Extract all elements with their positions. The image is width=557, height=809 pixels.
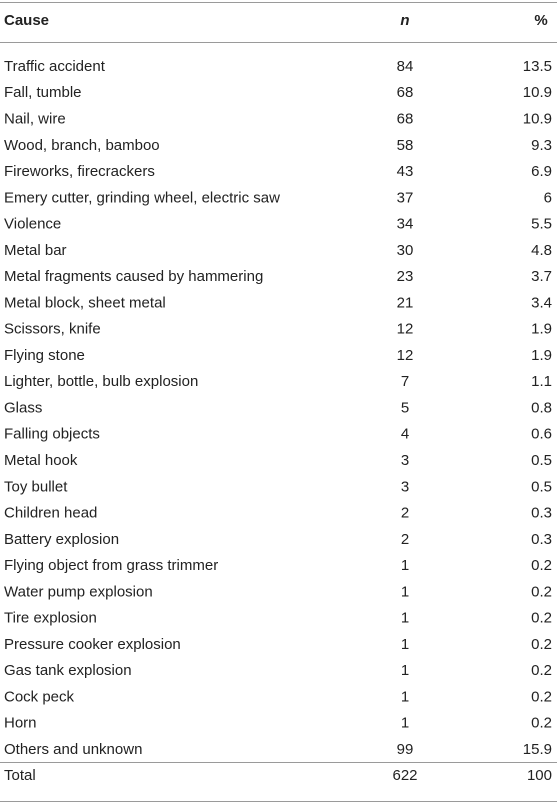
total-percent: 100: [527, 767, 552, 784]
cell-cause: Pressure cooker explosion: [4, 636, 181, 653]
cell-cause: Falling objects: [4, 426, 100, 443]
cell-percent: 1.9: [531, 347, 552, 364]
cell-percent: 0.2: [531, 715, 552, 732]
cell-percent: 0.2: [531, 557, 552, 574]
cell-count: 68: [397, 84, 414, 101]
cell-percent: 3.7: [531, 268, 552, 285]
header-count: n: [400, 12, 409, 29]
cell-cause: Metal hook: [4, 452, 78, 469]
cell-cause: Metal bar: [4, 242, 67, 259]
cell-cause: Horn: [4, 715, 37, 732]
cell-count: 1: [401, 715, 409, 732]
cell-cause: Others and unknown: [4, 741, 142, 758]
cell-cause: Nail, wire: [4, 111, 66, 128]
cell-percent: 13.5: [523, 58, 552, 75]
cell-percent: 6.9: [531, 163, 552, 180]
cell-count: 3: [401, 452, 409, 469]
cell-percent: 0.2: [531, 662, 552, 679]
cell-count: 1: [401, 557, 409, 574]
cell-count: 7: [401, 373, 409, 390]
cell-count: 12: [397, 321, 414, 338]
cell-cause: Tire explosion: [4, 610, 97, 627]
cell-percent: 0.2: [531, 583, 552, 600]
cell-cause: Lighter, bottle, bulb explosion: [4, 373, 198, 390]
cell-cause: Flying object from grass trimmer: [4, 557, 218, 574]
cell-percent: 3.4: [531, 294, 552, 311]
cell-count: 2: [401, 531, 409, 548]
cell-cause: Wood, branch, bamboo: [4, 137, 160, 154]
cell-count: 1: [401, 688, 409, 705]
cell-percent: 9.3: [531, 137, 552, 154]
cell-cause: Cock peck: [4, 688, 75, 705]
cell-percent: 0.3: [531, 505, 552, 522]
cell-percent: 1.9: [531, 321, 552, 338]
cell-count: 4: [401, 426, 409, 443]
cell-percent: 0.3: [531, 531, 552, 548]
cell-cause: Glass: [4, 399, 42, 416]
cell-count: 99: [397, 741, 414, 758]
cell-cause: Fireworks, firecrackers: [4, 163, 155, 180]
cell-cause: Children head: [4, 505, 97, 522]
cell-count: 21: [397, 294, 414, 311]
cell-percent: 0.2: [531, 636, 552, 653]
cell-percent: 10.9: [523, 84, 552, 101]
cell-count: 5: [401, 399, 409, 416]
cell-count: 2: [401, 505, 409, 522]
header-percent: %: [534, 12, 547, 29]
cell-percent: 0.6: [531, 426, 552, 443]
cell-cause: Scissors, knife: [4, 321, 101, 338]
cell-percent: 15.9: [523, 741, 552, 758]
cell-count: 12: [397, 347, 414, 364]
cell-cause: Violence: [4, 216, 61, 233]
cell-cause: Metal fragments caused by hammering: [4, 268, 263, 285]
cell-count: 58: [397, 137, 414, 154]
cell-percent: 5.5: [531, 216, 552, 233]
cell-percent: 6: [544, 189, 552, 206]
cell-count: 84: [397, 58, 414, 75]
cell-cause: Flying stone: [4, 347, 85, 364]
cell-percent: 0.8: [531, 399, 552, 416]
cell-percent: 0.2: [531, 610, 552, 627]
cell-cause: Emery cutter, grinding wheel, electric s…: [4, 189, 280, 206]
cell-count: 3: [401, 478, 409, 495]
cell-cause: Water pump explosion: [4, 583, 153, 600]
cell-count: 34: [397, 216, 414, 233]
cell-count: 30: [397, 242, 414, 259]
cell-count: 1: [401, 662, 409, 679]
header-cause: Cause: [4, 12, 49, 29]
cell-count: 43: [397, 163, 414, 180]
cell-cause: Gas tank explosion: [4, 662, 132, 679]
cell-cause: Traffic accident: [4, 58, 106, 75]
cell-cause: Toy bullet: [4, 478, 68, 495]
cell-percent: 4.8: [531, 242, 552, 259]
total-cause: Total: [4, 767, 36, 784]
cell-cause: Metal block, sheet metal: [4, 294, 166, 311]
cell-count: 68: [397, 111, 414, 128]
cell-percent: 1.1: [531, 373, 552, 390]
cell-count: 1: [401, 636, 409, 653]
cell-percent: 0.5: [531, 478, 552, 495]
cell-count: 23: [397, 268, 414, 285]
total-count: 622: [392, 767, 417, 784]
cell-percent: 10.9: [523, 111, 552, 128]
cell-cause: Battery explosion: [4, 531, 119, 548]
cell-percent: 0.5: [531, 452, 552, 469]
cell-cause: Fall, tumble: [4, 84, 82, 101]
cell-count: 1: [401, 583, 409, 600]
cell-count: 37: [397, 189, 414, 206]
cell-percent: 0.2: [531, 688, 552, 705]
cell-count: 1: [401, 610, 409, 627]
